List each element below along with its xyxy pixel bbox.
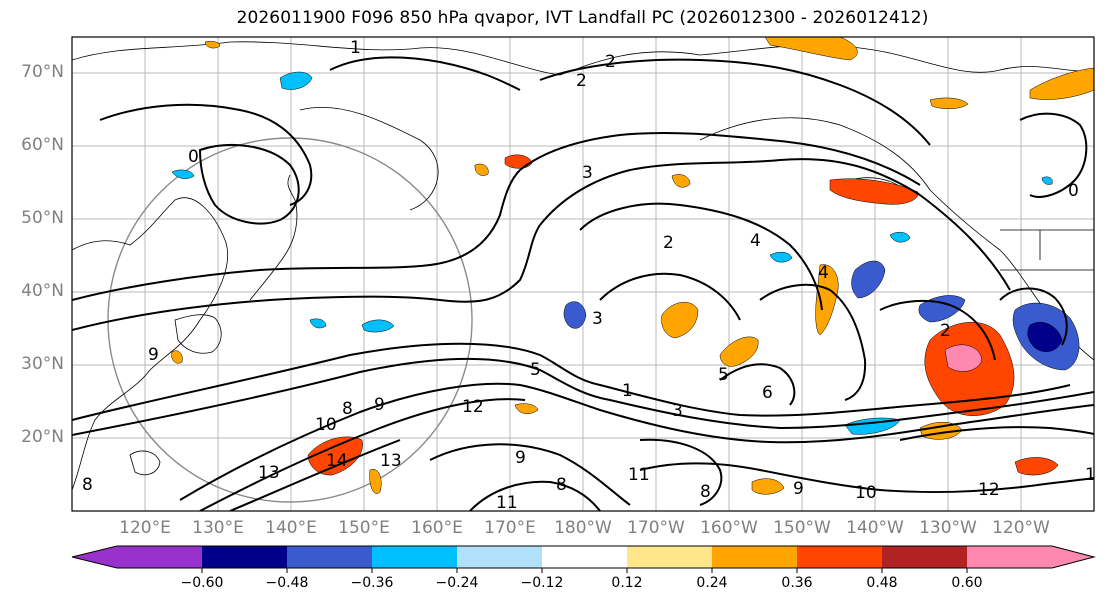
contour-label: 4 [750, 231, 761, 251]
colorbar-segment [202, 546, 287, 568]
latitude-label: 20°N [21, 427, 64, 447]
colorbar-outline [71, 545, 1096, 569]
contour-label: 11 [628, 465, 650, 485]
contour-label: 9 [148, 345, 159, 365]
contour-label: 10 [315, 415, 337, 435]
contour-label: 3 [592, 309, 603, 329]
map-frame-border [71, 36, 1095, 512]
contour-label: 2 [576, 71, 587, 91]
latitude-label: 40°N [21, 281, 64, 301]
longitude-label: 140°E [265, 518, 317, 538]
colorbar-segment [797, 546, 882, 568]
longitude-label: 170°W [627, 518, 685, 538]
contour-label: 9 [515, 448, 526, 468]
contour-label: 2 [605, 52, 616, 72]
colorbar-segment [967, 546, 1052, 568]
contour-label: 10 [1085, 465, 1105, 485]
longitude-label: 120°W [992, 518, 1050, 538]
colorbar-tick-label: 0.60 [951, 575, 983, 591]
longitude-label: 180°W [554, 518, 612, 538]
contour-label: 2 [663, 233, 674, 253]
contour-label: 6 [762, 383, 773, 403]
contour-label: 9 [793, 479, 804, 499]
contour-label: 10 [855, 483, 877, 503]
longitude-label: 160°E [411, 518, 463, 538]
contour-label: 3 [672, 401, 683, 421]
contour-label: 13 [380, 451, 402, 471]
contour-label: 4 [818, 263, 829, 283]
colorbar [71, 545, 1096, 573]
longitude-label: 160°W [700, 518, 758, 538]
contour-label: 12 [462, 397, 484, 417]
colorbar-tick-label: −0.24 [435, 575, 479, 591]
longitude-label: 130°E [192, 518, 244, 538]
colorbar-tick-label: 0.12 [611, 575, 643, 591]
landfall-region-circle [107, 137, 473, 503]
latitude-label: 50°N [21, 208, 64, 228]
figure-title: 2026011900 F096 850 hPa qvapor, IVT Land… [236, 8, 929, 28]
contour-label: 2 [940, 321, 951, 341]
colorbar-tick-label: 0.36 [781, 575, 813, 591]
gridlines [72, 37, 1094, 511]
colorbar-segment [372, 546, 457, 568]
latitude-label: 70°N [21, 62, 64, 82]
longitude-label: 150°E [338, 518, 390, 538]
colorbar-segment [542, 546, 627, 568]
colorbar-tick-label: 0.24 [696, 575, 728, 591]
colorbar-segment [712, 546, 797, 568]
colorbar-tick-label: −0.48 [265, 575, 309, 591]
ivt-contours [72, 56, 1094, 511]
colorbar-tick-label: −0.36 [350, 575, 394, 591]
colorbar-segment [287, 546, 372, 568]
contour-label: 12 [978, 480, 1000, 500]
contour-label: 11 [496, 493, 518, 513]
contour-label: 3 [582, 163, 593, 183]
colorbar-tick-label: −0.60 [180, 575, 224, 591]
contour-label: 5 [718, 365, 729, 385]
longitude-label: 150°W [773, 518, 831, 538]
contour-label: 8 [556, 475, 567, 495]
colorbar-extend-low [72, 546, 117, 568]
longitude-label: 140°W [846, 518, 904, 538]
latitude-label: 60°N [21, 135, 64, 155]
contour-label: 9 [374, 395, 385, 415]
contour-label: 1 [622, 381, 633, 401]
contour-label-group: 1 2 2 3 2 4 0 0 2 3 5 4 5 6 3 1 9 10 8 9… [82, 38, 1105, 513]
contour-label: 8 [82, 475, 93, 495]
contour-label: 0 [1068, 181, 1079, 201]
colorbar-tick-label: −0.12 [520, 575, 564, 591]
longitude-label: 170°E [484, 518, 536, 538]
contour-label: 8 [700, 482, 711, 502]
colorbar-extend-high [1052, 546, 1094, 568]
contour-label: 8 [342, 399, 353, 419]
longitude-label: 120°E [119, 518, 171, 538]
contour-label: 1 [350, 38, 361, 58]
colorbar-segment [882, 546, 967, 568]
colorbar-segment [457, 546, 542, 568]
colorbar-segment [117, 546, 202, 568]
contour-label: 0 [188, 147, 199, 167]
anomaly-fills [171, 37, 1094, 495]
contour-label: 5 [530, 360, 541, 380]
contour-label: 14 [326, 451, 348, 471]
latitude-label: 30°N [21, 354, 64, 374]
colorbar-tick-label: 0.48 [866, 575, 898, 591]
contour-label: 13 [258, 463, 280, 483]
longitude-label: 130°W [919, 518, 977, 538]
colorbar-segment [627, 546, 712, 568]
